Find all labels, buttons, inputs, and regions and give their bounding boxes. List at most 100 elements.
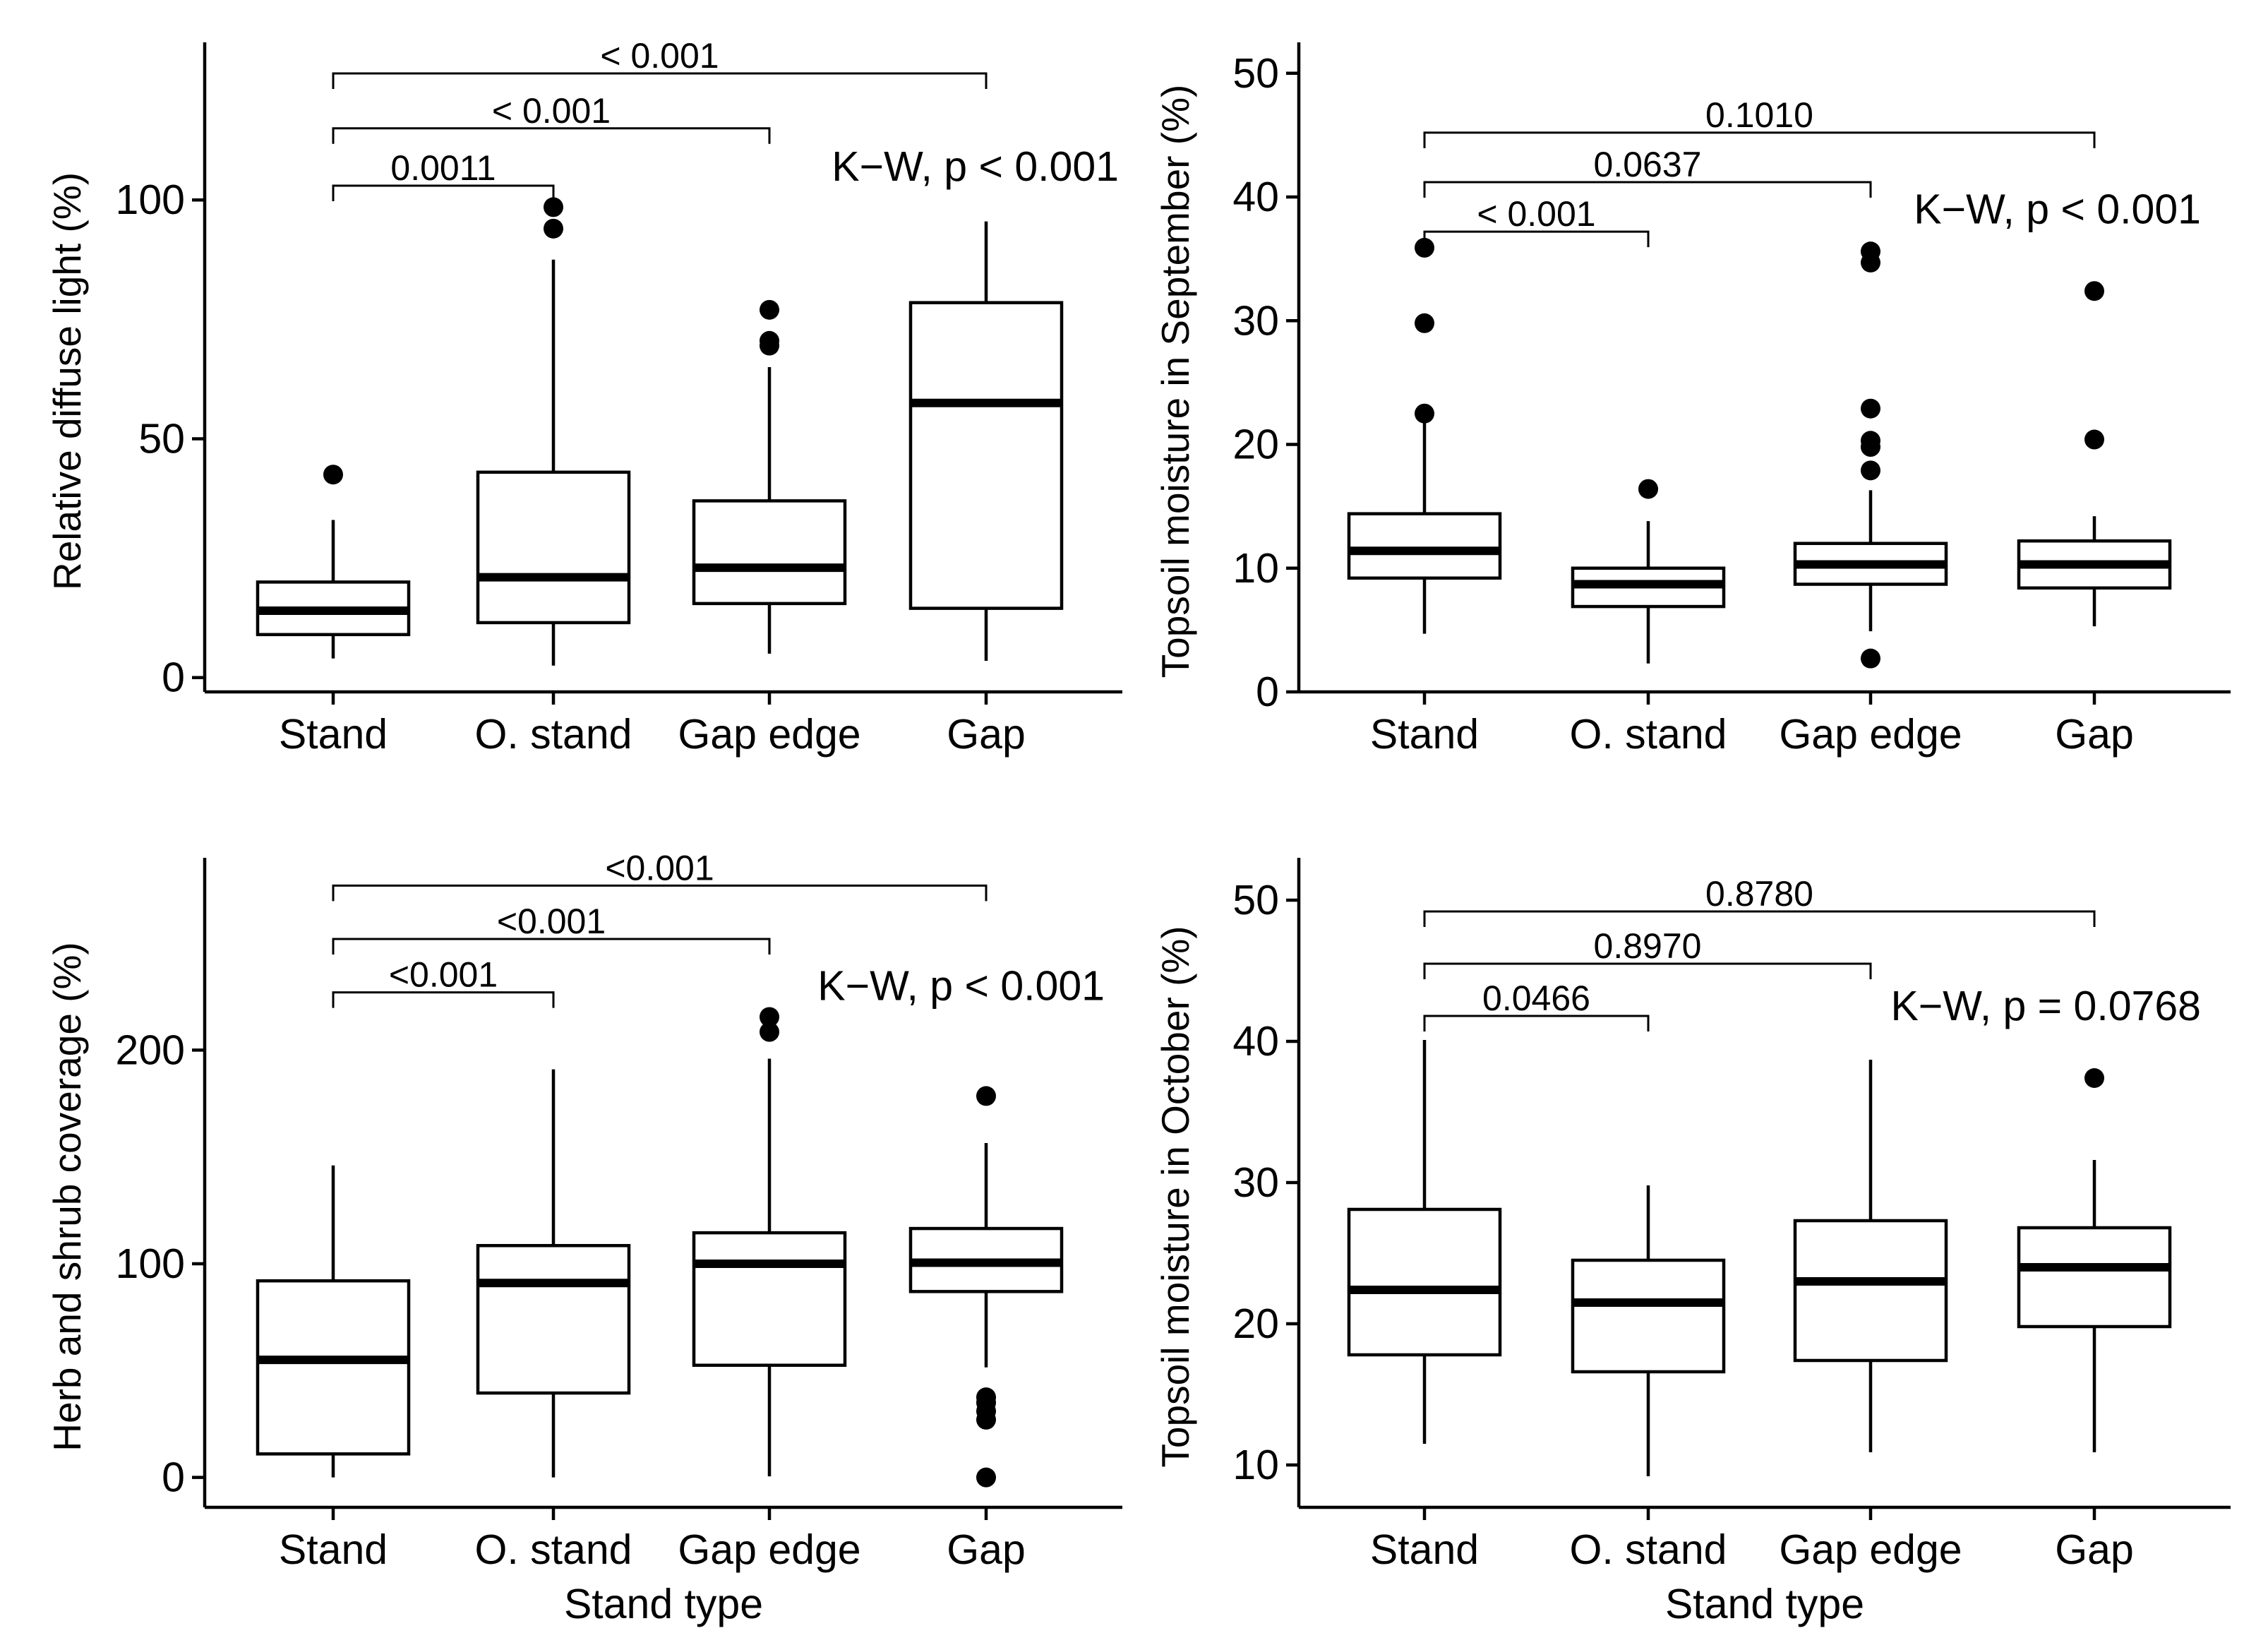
comparison-p-value: 0.8780	[1705, 874, 1813, 914]
outlier-point	[1861, 648, 1880, 669]
box	[692, 499, 847, 606]
y-tick-label: 100	[116, 177, 185, 223]
x-tick-label: O. stand	[1569, 711, 1727, 758]
x-tick-label: Gap edge	[678, 711, 860, 758]
x-tick-label: Stand	[1370, 711, 1479, 758]
comparison-p-value: <0.001	[497, 902, 606, 941]
x-tick-label: Gap	[2055, 711, 2134, 758]
x-tick-label: Gap	[947, 711, 1026, 758]
x-tick-label: O. stand	[1569, 1526, 1727, 1573]
x-tick-label: Stand	[1370, 1526, 1479, 1573]
kruskal-wallis-label: K−W, p < 0.001	[1914, 186, 2201, 233]
y-tick-label: 10	[1232, 545, 1279, 592]
x-axis-label: Stand type	[1665, 1581, 1864, 1627]
y-tick-label: 0	[1256, 669, 1279, 715]
y-tick-label: 0	[162, 654, 185, 701]
y-axis-label: Topsoil moisture in October (%)	[1153, 926, 1197, 1467]
y-tick-label: 50	[138, 415, 185, 462]
x-tick-label: Gap edge	[678, 1526, 860, 1573]
outlier-point	[1861, 460, 1880, 481]
x-tick-label: Stand	[279, 1526, 388, 1573]
comparison-p-value: 0.0011	[390, 148, 496, 188]
kruskal-wallis-label: K−W, p = 0.0768	[1890, 983, 2201, 1029]
box	[1571, 1258, 1726, 1374]
outlier-point	[1861, 431, 1880, 451]
outlier-point	[544, 197, 563, 217]
comparison-bracket	[1423, 230, 1650, 248]
x-tick-label: Gap	[947, 1526, 1026, 1573]
comparison-bracket	[332, 184, 555, 201]
comparison-bracket	[1423, 181, 1872, 198]
comparison-p-value: <0.001	[605, 848, 714, 887]
box	[2017, 1226, 2172, 1329]
y-tick-label: 100	[116, 1240, 185, 1287]
box	[908, 301, 1064, 610]
y-tick-label: 30	[1232, 1159, 1279, 1206]
comparison-bracket	[332, 884, 988, 902]
outlier-point	[760, 1007, 779, 1027]
outlier-point	[323, 465, 343, 485]
y-tick-label: 0	[162, 1454, 185, 1501]
comparison-bracket	[332, 938, 771, 955]
comparison-p-value: 0.0637	[1594, 145, 1702, 184]
outlier-point	[1861, 398, 1880, 419]
comparison-p-value: < 0.001	[492, 91, 611, 131]
outlier-point	[976, 1467, 996, 1488]
comparison-p-value: <0.001	[389, 955, 498, 995]
comparison-bracket	[1423, 962, 1872, 979]
x-tick-label: Gap	[2055, 1526, 2134, 1573]
y-tick-label: 40	[1232, 1018, 1279, 1065]
comparison-bracket	[332, 72, 988, 89]
comparison-p-value: 0.8970	[1594, 926, 1702, 966]
x-tick-label: O. stand	[474, 711, 632, 758]
outlier-point	[1861, 241, 1880, 262]
x-tick-label: Stand	[279, 711, 388, 758]
y-axis-label: Herb and shrub coverage (%)	[45, 942, 89, 1451]
comparison-bracket	[332, 127, 771, 144]
comparison-p-value: 0.0466	[1482, 979, 1590, 1018]
y-tick-label: 10	[1232, 1442, 1279, 1488]
x-tick-label: Gap edge	[1779, 1526, 1962, 1573]
x-axis-label: Stand type	[564, 1581, 763, 1627]
comparison-p-value: < 0.001	[600, 36, 719, 76]
y-tick-label: 20	[1232, 421, 1279, 468]
box	[476, 470, 631, 625]
outlier-point	[2084, 281, 2104, 301]
box	[692, 1231, 847, 1367]
y-tick-label: 40	[1232, 174, 1279, 220]
comparison-bracket	[1423, 131, 2096, 148]
y-tick-label: 200	[116, 1027, 185, 1073]
x-tick-label: Gap edge	[1779, 711, 1962, 758]
y-tick-label: 50	[1232, 50, 1279, 97]
y-tick-label: 50	[1232, 877, 1279, 923]
outlier-point	[760, 330, 779, 351]
outlier-point	[1415, 313, 1434, 333]
comparison-p-value: < 0.001	[1477, 194, 1595, 234]
outlier-point	[1638, 479, 1658, 499]
y-axis-label: Relative diffuse light (%)	[45, 172, 89, 590]
outlier-point	[1415, 237, 1434, 258]
y-tick-label: 20	[1232, 1300, 1279, 1347]
outlier-point	[760, 299, 779, 320]
box	[476, 1244, 631, 1395]
outlier-point	[544, 218, 563, 239]
outlier-point	[976, 1387, 996, 1408]
kruskal-wallis-label: K−W, p < 0.001	[832, 143, 1119, 190]
outlier-point	[1415, 403, 1434, 424]
box	[1793, 1219, 1948, 1363]
box	[1347, 512, 1502, 580]
y-axis-label: Topsoil moisture in September (%)	[1153, 85, 1197, 678]
comparison-p-value: 0.1010	[1705, 95, 1813, 135]
comparison-bracket	[332, 991, 555, 1008]
outlier-point	[976, 1086, 996, 1106]
outlier-point	[760, 1022, 779, 1042]
comparison-bracket	[1423, 910, 2096, 927]
box	[256, 1279, 411, 1456]
y-tick-label: 30	[1232, 297, 1279, 344]
x-tick-label: O. stand	[474, 1526, 632, 1573]
outlier-point	[2084, 1068, 2104, 1088]
box	[1347, 1207, 1502, 1357]
comparison-bracket	[1423, 1015, 1650, 1031]
kruskal-wallis-label: K−W, p < 0.001	[817, 963, 1105, 1010]
